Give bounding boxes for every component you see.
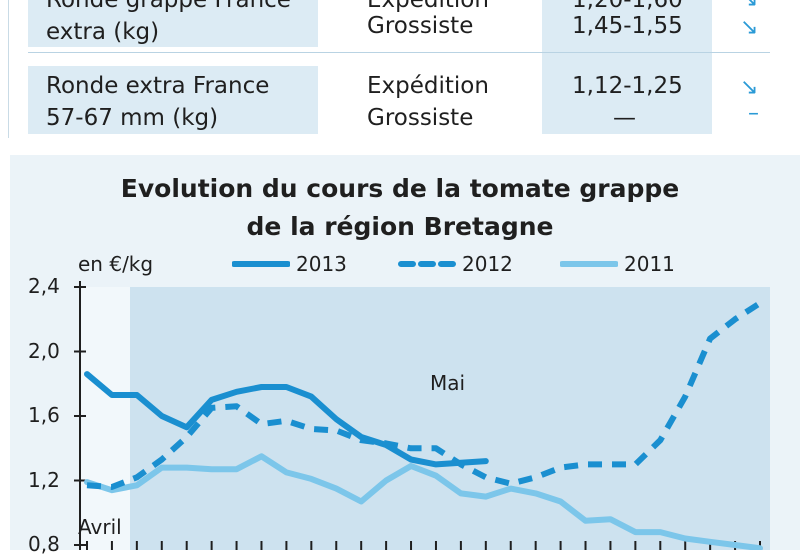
row-divider	[28, 52, 770, 53]
trend-down-icon: ↘	[740, 15, 759, 40]
series-line-2013	[84, 371, 489, 468]
legend-swatch-solid-icon	[232, 261, 290, 267]
legend-swatch-dashed-icon	[398, 261, 456, 267]
product-cell-1: Ronde extra France 57-67 mm (kg)	[28, 66, 318, 134]
legend-label: 2011	[624, 252, 675, 276]
y-axis-unit: en €/kg	[78, 252, 154, 276]
may-band	[130, 287, 770, 550]
price-value: 1,45-1,55	[572, 13, 683, 39]
legend-label: 2013	[296, 252, 347, 276]
series-line-2011	[84, 453, 763, 550]
legend-label: 2012	[462, 252, 513, 276]
legend-item-2011: 2011	[560, 252, 675, 276]
stage-label: Expédition	[367, 73, 489, 99]
trend-down-icon: ↘	[740, 0, 758, 14]
price-value: —	[613, 105, 636, 131]
y-tick-label: 2,4	[28, 274, 60, 298]
month-label-april: Avril	[78, 515, 122, 539]
stage-label: Expédition	[367, 0, 489, 13]
y-tick-label: 1,2	[28, 467, 60, 492]
price-column-bg	[542, 0, 712, 134]
april-band	[80, 287, 130, 550]
product-name-line-1: Ronde grappe France	[46, 0, 291, 13]
stage-label: Grossiste	[367, 105, 474, 131]
table-left-rule	[8, 0, 9, 138]
product-name-line-1: Ronde extra France	[46, 73, 270, 99]
y-tick-label: 0,8	[28, 532, 60, 556]
chart-title-line-1: Evolution du cours de la tomate grappe	[120, 174, 680, 203]
legend-item-2012: 2012	[398, 252, 513, 276]
chart-title-line-2: de la région Bretagne	[246, 212, 554, 241]
legend-swatch-solid-light-icon	[560, 261, 618, 267]
y-tick-label: 1,6	[28, 403, 60, 427]
price-value: 1,20-1,60	[572, 0, 683, 13]
product-name-line-2: 57-67 mm (kg)	[46, 105, 219, 131]
y-tick-label: 2,0	[28, 338, 60, 363]
legend-item-2013: 2013	[232, 252, 347, 276]
price-value: 1,12-1,25	[572, 73, 683, 99]
product-cell-0: Ronde grappe France extra (kg)	[28, 0, 318, 47]
trend-down-icon: ↘	[740, 75, 759, 100]
product-name-line-2: extra (kg)	[46, 19, 160, 45]
month-label-may: Mai	[430, 371, 466, 395]
price-table: Ronde grappe France extra (kg) Expéditio…	[0, 0, 800, 140]
trend-stable-icon: –	[748, 101, 759, 126]
stage-label: Grossiste	[367, 13, 474, 39]
